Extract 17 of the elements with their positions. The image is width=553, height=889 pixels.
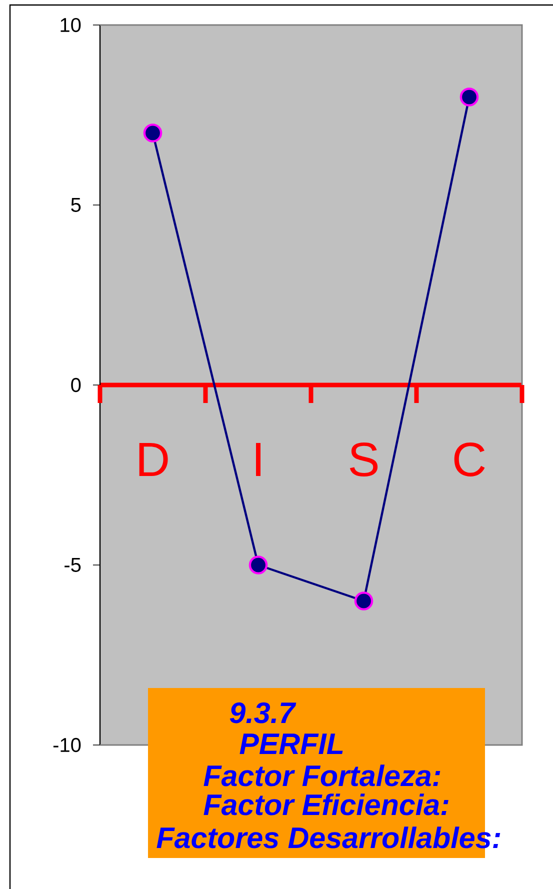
y-tick-label: -10 [53,738,81,752]
x-tick-label: C [454,442,485,476]
point [354,592,374,610]
x-tick-label: I [256,442,260,476]
y-tick-label: -5 [64,558,81,572]
y-tick-label: 10 [60,18,81,32]
y-tick-label: 5 [71,198,81,212]
annotation: 9.3.7 [230,702,296,724]
point [460,88,479,106]
point [143,124,162,142]
point [248,556,268,574]
text: Factor Fortaleza: [204,764,440,786]
x-tick-label: D [139,442,168,476]
text: Factor Eficiencia: [204,794,448,816]
x-tick-label: S [350,442,378,476]
annotation: PERFIL [240,734,343,754]
y-tick-label: 0 [71,378,81,392]
